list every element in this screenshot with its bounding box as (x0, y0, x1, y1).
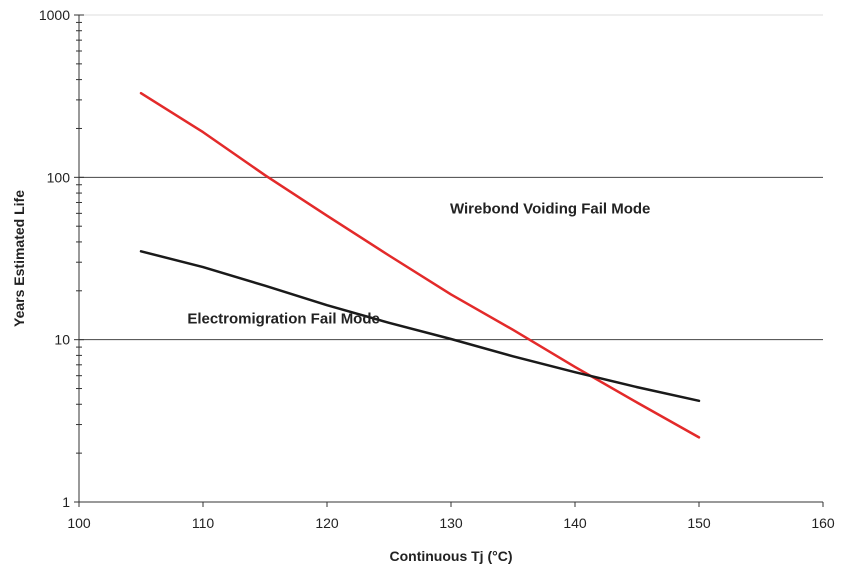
y-tick-label-1000: 1000 (39, 7, 70, 23)
x-tick-label-100: 100 (67, 515, 91, 531)
annotation-1: Wirebond Voiding Fail Mode (450, 200, 650, 217)
y-tick-label-1: 1 (62, 494, 70, 510)
x-tick-label-150: 150 (687, 515, 711, 531)
annotations: Wirebond Voiding Fail Mode Electromigrati… (187, 200, 650, 327)
y-axis-title: Years Estimated Life (11, 190, 27, 327)
x-axis-title: Continuous Tj (°C) (389, 548, 512, 564)
y-tick-label-100: 100 (47, 169, 71, 185)
annotation-2: Electromigration Fail Mode (187, 310, 380, 327)
x-tick-label-130: 130 (439, 515, 463, 531)
y-tick-label-10: 10 (54, 332, 70, 348)
x-tick-label-140: 140 (563, 515, 587, 531)
series-line-1 (139, 91, 701, 439)
x-tick-label-160: 160 (811, 515, 835, 531)
grid-lines (79, 14, 823, 341)
series-line-2 (139, 250, 701, 403)
x-tick-label-120: 120 (315, 515, 339, 531)
series-group (139, 91, 701, 439)
axes (78, 15, 823, 503)
x-tick-label-110: 110 (192, 515, 215, 531)
